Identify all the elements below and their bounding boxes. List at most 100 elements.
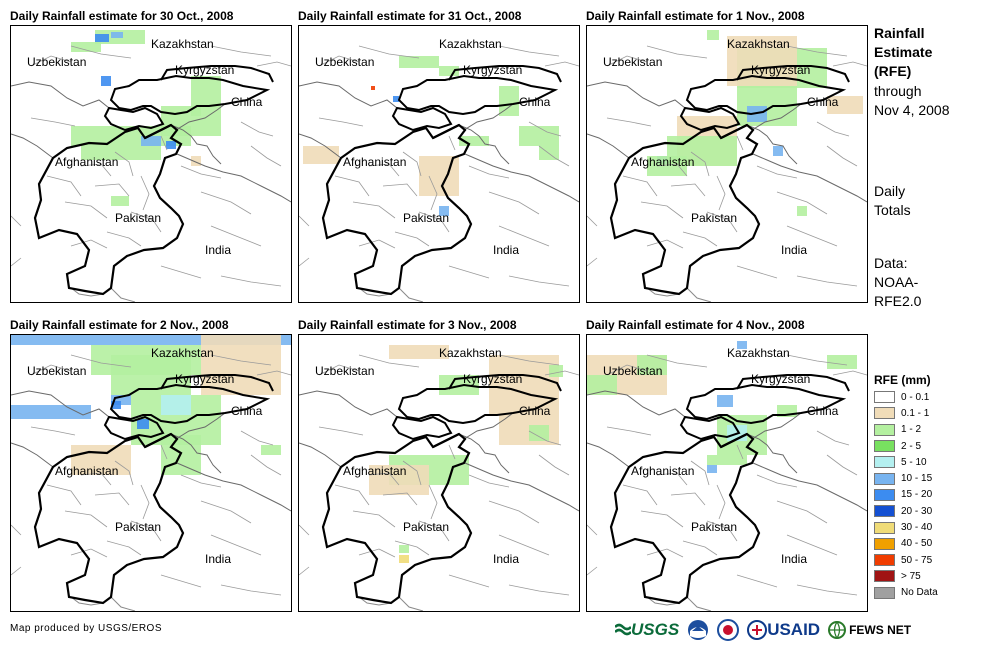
coastline	[70, 596, 136, 611]
admin-boundary	[64, 510, 108, 528]
legend-label: 50 - 75	[901, 554, 933, 566]
country-label-kazakhstan: Kazakhstan	[727, 37, 790, 51]
rainfall-cell	[439, 66, 459, 76]
legend-item: 30 - 40	[874, 519, 979, 535]
admin-boundary	[46, 175, 82, 197]
through-text: through	[874, 83, 922, 99]
admin-boundary	[448, 574, 490, 588]
admin-boundary	[70, 239, 108, 249]
admin-boundary	[299, 215, 310, 227]
admin-boundary	[508, 584, 570, 596]
rainfall-cell	[439, 375, 479, 395]
admin-boundary	[786, 225, 838, 247]
legend-label: 5 - 10	[901, 456, 927, 468]
admin-boundaries	[11, 45, 291, 287]
admin-boundary	[210, 354, 272, 366]
daily-totals: Daily Totals	[874, 182, 979, 220]
admin-boundary	[796, 584, 858, 596]
admin-boundary	[682, 540, 718, 556]
border-uzbekistan	[587, 390, 686, 418]
admin-boundary	[30, 55, 72, 67]
map-canvas	[587, 30, 867, 302]
border-india	[746, 124, 798, 165]
country-label-afghanistan: Afghanistan	[631, 464, 695, 478]
border-turkmenistan	[587, 442, 630, 468]
wakhan-corridor	[720, 433, 748, 448]
country-label-china: China	[231, 404, 263, 418]
data-source-line: RFE2.0	[874, 293, 922, 309]
rainfall-cell	[389, 345, 449, 359]
country-label-uzbekistan: Uzbekistan	[27, 364, 87, 378]
usgs-wave-icon	[615, 623, 631, 636]
admin-boundary	[826, 454, 858, 476]
admin-boundary	[394, 231, 430, 247]
admin-boundary	[140, 175, 150, 211]
rainfall-layer	[587, 341, 857, 473]
admin-boundary	[240, 430, 274, 446]
admin-boundary	[736, 444, 744, 460]
country-label-china: China	[807, 404, 839, 418]
rfe-title-line: (RFE)	[874, 63, 912, 79]
admin-boundary	[776, 500, 828, 524]
admin-boundary	[382, 183, 418, 197]
legend-swatch	[874, 586, 895, 599]
admin-boundary	[358, 239, 396, 249]
border-china	[175, 412, 291, 512]
admin-boundary	[796, 275, 858, 287]
country-label-kazakhstan: Kazakhstan	[727, 346, 790, 360]
rainfall-map: Kazakhstan Uzbekistan Kyrgyzstan China Afgha…	[586, 334, 868, 612]
border-kazakhstan	[160, 374, 274, 392]
rainfall-cell	[717, 395, 733, 407]
admin-boundary	[587, 257, 598, 267]
country-label-china: China	[231, 95, 263, 109]
rainfall-cell	[191, 156, 201, 166]
legend-item: 40 - 50	[874, 536, 979, 552]
rainfall-cell	[371, 86, 375, 90]
admin-boundary	[706, 211, 738, 233]
border-kazakhstan	[160, 65, 274, 83]
admin-boundary	[736, 265, 778, 279]
legend-item: No Data	[874, 585, 979, 601]
admin-boundary	[826, 145, 858, 167]
admin-boundary	[11, 524, 22, 536]
country-label-india: India	[781, 243, 808, 257]
admin-boundary	[106, 540, 142, 556]
admin-boundary	[200, 191, 252, 215]
legend-label: 30 - 40	[901, 522, 933, 534]
coastline	[646, 287, 712, 302]
rainfall-cell	[587, 375, 617, 395]
data-source-line: NOAA-	[874, 274, 919, 290]
country-label-uzbekistan: Uzbekistan	[27, 55, 87, 69]
admin-boundary	[210, 225, 262, 247]
admin-boundary	[70, 548, 108, 558]
usgs-logo: USGS	[615, 620, 679, 640]
legend-swatch	[874, 488, 895, 501]
admin-boundary	[318, 117, 364, 127]
border-tajikistan	[103, 106, 165, 132]
noaa-logo	[687, 619, 709, 641]
rainfall-cell	[303, 146, 339, 164]
country-label-afghanistan: Afghanistan	[343, 155, 407, 169]
admin-boundary	[646, 354, 708, 368]
data-label: Data:	[874, 255, 908, 271]
rainfall-cell	[11, 335, 291, 345]
border-kyrgyzstan	[397, 383, 559, 425]
admin-boundary	[210, 534, 262, 556]
admin-boundary	[646, 239, 684, 249]
rainfall-cell	[201, 335, 281, 395]
admin-boundary	[606, 55, 648, 67]
country-label-afghanistan: Afghanistan	[343, 464, 407, 478]
country-label-india: India	[205, 552, 232, 566]
seal-icon	[717, 619, 740, 641]
admin-boundary	[220, 584, 282, 596]
admin-boundary	[368, 163, 400, 177]
coastline	[358, 287, 424, 302]
admin-boundary	[538, 454, 570, 476]
legend-label: No Data	[901, 587, 938, 599]
country-label-pakistan: Pakistan	[691, 520, 738, 534]
end-date: Nov 4, 2008	[874, 102, 950, 118]
admin-boundary	[402, 460, 422, 486]
admin-boundary	[670, 183, 706, 197]
admin-boundary	[786, 45, 848, 57]
border-uzbekistan	[299, 81, 398, 109]
